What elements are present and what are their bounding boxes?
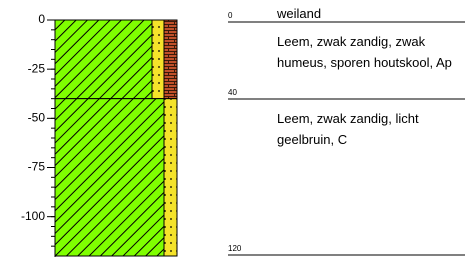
humus-column: [164, 20, 177, 99]
layer-description: Leem, zwak zandig, zwak humeus, sporen h…: [277, 31, 467, 73]
depth-label: 120: [228, 244, 242, 253]
layer-description: Leem, zwak zandig, licht geelbruin, C: [277, 108, 467, 150]
y-tick-label: -100: [21, 209, 45, 223]
surface-label: weiland: [276, 6, 321, 21]
y-tick-label: -25: [28, 61, 46, 75]
sand-column: [152, 20, 164, 99]
y-tick-label: -75: [28, 160, 46, 174]
depth-label: 0: [228, 11, 233, 20]
y-tick-label: -50: [28, 111, 46, 125]
soil-layer: [55, 20, 152, 99]
page: 0-25-50-75-100040120weiland (() => { con…: [0, 0, 467, 257]
depth-label: 40: [228, 88, 237, 97]
y-tick-label: 0: [38, 12, 45, 26]
soil-layer: [55, 99, 164, 256]
sand-column: [164, 99, 177, 256]
